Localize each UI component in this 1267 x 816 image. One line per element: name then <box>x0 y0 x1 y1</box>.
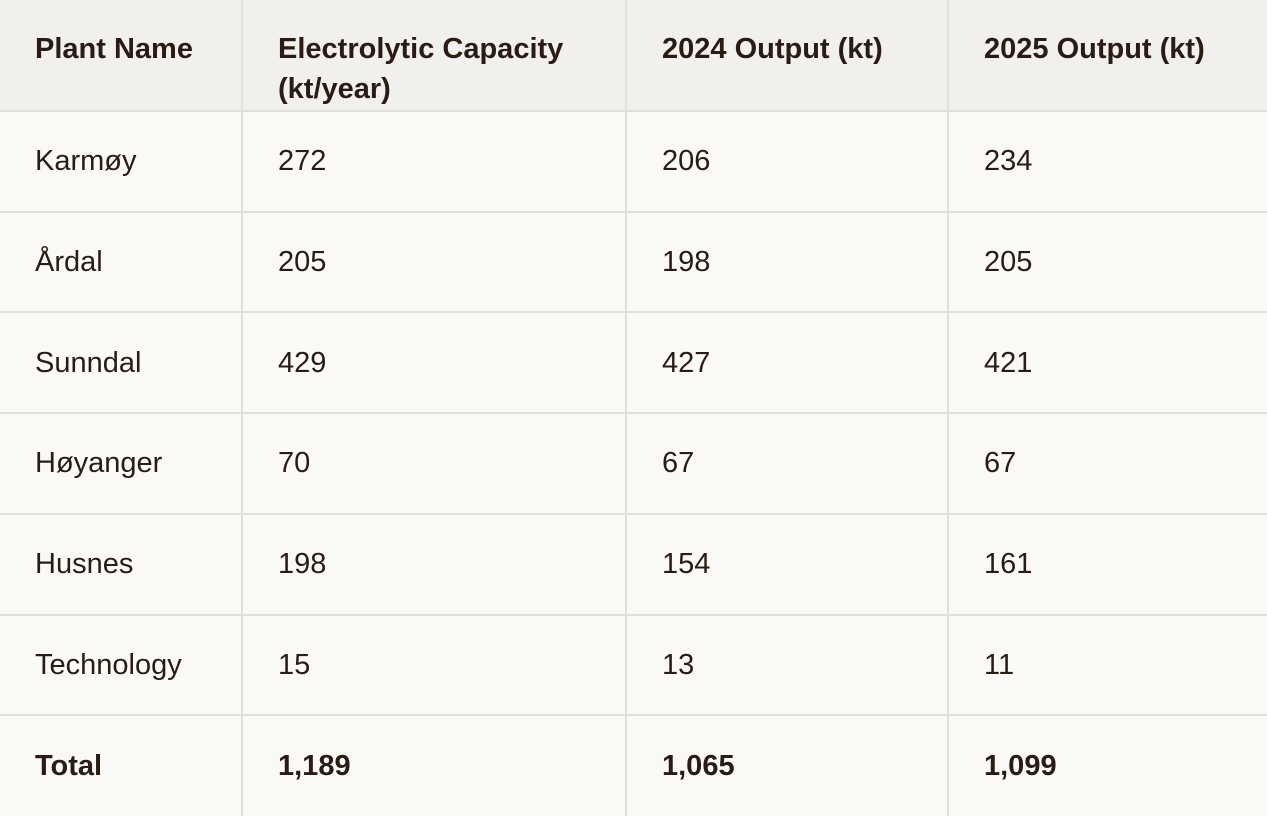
cell-output-2025: 421 <box>948 312 1267 415</box>
cell-capacity: 70 <box>242 413 627 515</box>
cell-plant-name: Technology <box>0 614 243 717</box>
table-row: Sunndal 429 427 421 <box>0 312 1267 415</box>
cell-output-2025: 205 <box>948 211 1267 314</box>
table-row: Årdal 205 198 205 <box>0 211 1267 314</box>
cell-capacity: 429 <box>242 312 627 415</box>
cell-plant-name: Årdal <box>0 211 243 314</box>
cell-capacity: 205 <box>242 211 627 314</box>
header-2025-output: 2025 Output (kt) <box>948 0 1267 112</box>
cell-output-2024: 427 <box>626 312 949 415</box>
cell-plant-name: Høyanger <box>0 413 243 515</box>
header-2024-output: 2024 Output (kt) <box>626 0 949 112</box>
header-electrolytic-capacity: Electrolytic Capacity (kt/year) <box>242 0 627 112</box>
total-output-2024: 1,065 <box>626 715 949 816</box>
total-output-2025: 1,099 <box>948 715 1267 816</box>
cell-plant-name: Husnes <box>0 513 243 616</box>
total-row: Total 1,189 1,065 1,099 <box>0 715 1267 816</box>
cell-plant-name: Sunndal <box>0 312 243 415</box>
cell-output-2025: 234 <box>948 111 1267 213</box>
cell-output-2024: 67 <box>626 413 949 515</box>
total-label: Total <box>0 715 243 816</box>
cell-output-2024: 206 <box>626 111 949 213</box>
cell-output-2025: 161 <box>948 513 1267 616</box>
cell-output-2025: 11 <box>948 614 1267 717</box>
header-row: Plant Name Electrolytic Capacity (kt/yea… <box>0 0 1267 112</box>
cell-output-2025: 67 <box>948 413 1267 515</box>
total-capacity: 1,189 <box>242 715 627 816</box>
cell-capacity: 198 <box>242 513 627 616</box>
cell-output-2024: 198 <box>626 211 949 314</box>
table-row: Karmøy 272 206 234 <box>0 111 1267 213</box>
cell-capacity: 272 <box>242 111 627 213</box>
cell-output-2024: 13 <box>626 614 949 717</box>
cell-plant-name: Karmøy <box>0 111 243 213</box>
header-plant-name: Plant Name <box>0 0 243 112</box>
cell-output-2024: 154 <box>626 513 949 616</box>
cell-capacity: 15 <box>242 614 627 717</box>
table-row: Technology 15 13 11 <box>0 614 1267 717</box>
table-row: Husnes 198 154 161 <box>0 513 1267 616</box>
table-row: Høyanger 70 67 67 <box>0 413 1267 515</box>
